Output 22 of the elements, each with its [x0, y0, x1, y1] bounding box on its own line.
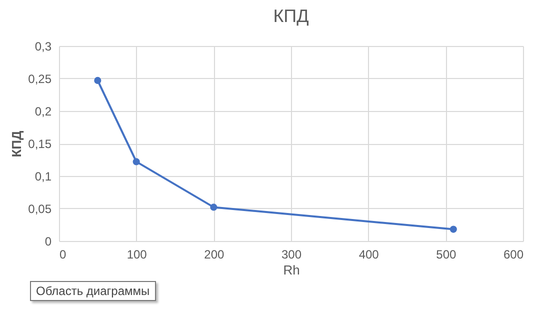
x-tick-label: 100 [126, 248, 148, 262]
x-axis-title: Rh [283, 262, 300, 278]
y-tick-label: 0 [44, 234, 52, 248]
x-tick-label: 400 [358, 248, 380, 262]
point [210, 204, 218, 211]
y-axis-title: КПД [9, 130, 24, 158]
point [132, 158, 140, 166]
point [450, 226, 457, 233]
point [94, 76, 102, 84]
y-tick-label: 0,3 [34, 40, 52, 54]
text: Область диаграммы [30, 281, 156, 301]
y-tick-label: 0,1 [34, 170, 52, 184]
x-tick-label: 0 [60, 248, 66, 262]
x-tick-label: 200 [204, 248, 224, 262]
y-tick-label: 0,2 [34, 104, 52, 118]
chart-title: КПД [273, 6, 309, 26]
x-tick-label: 500 [436, 248, 456, 262]
x-tick-label: 600 [503, 248, 524, 262]
y-tick-label: 0,25 [28, 72, 52, 86]
y-tick-label: 0,05 [28, 202, 52, 216]
x-tick-label: 300 [281, 248, 302, 262]
y-tick-label: 0,15 [28, 137, 52, 151]
